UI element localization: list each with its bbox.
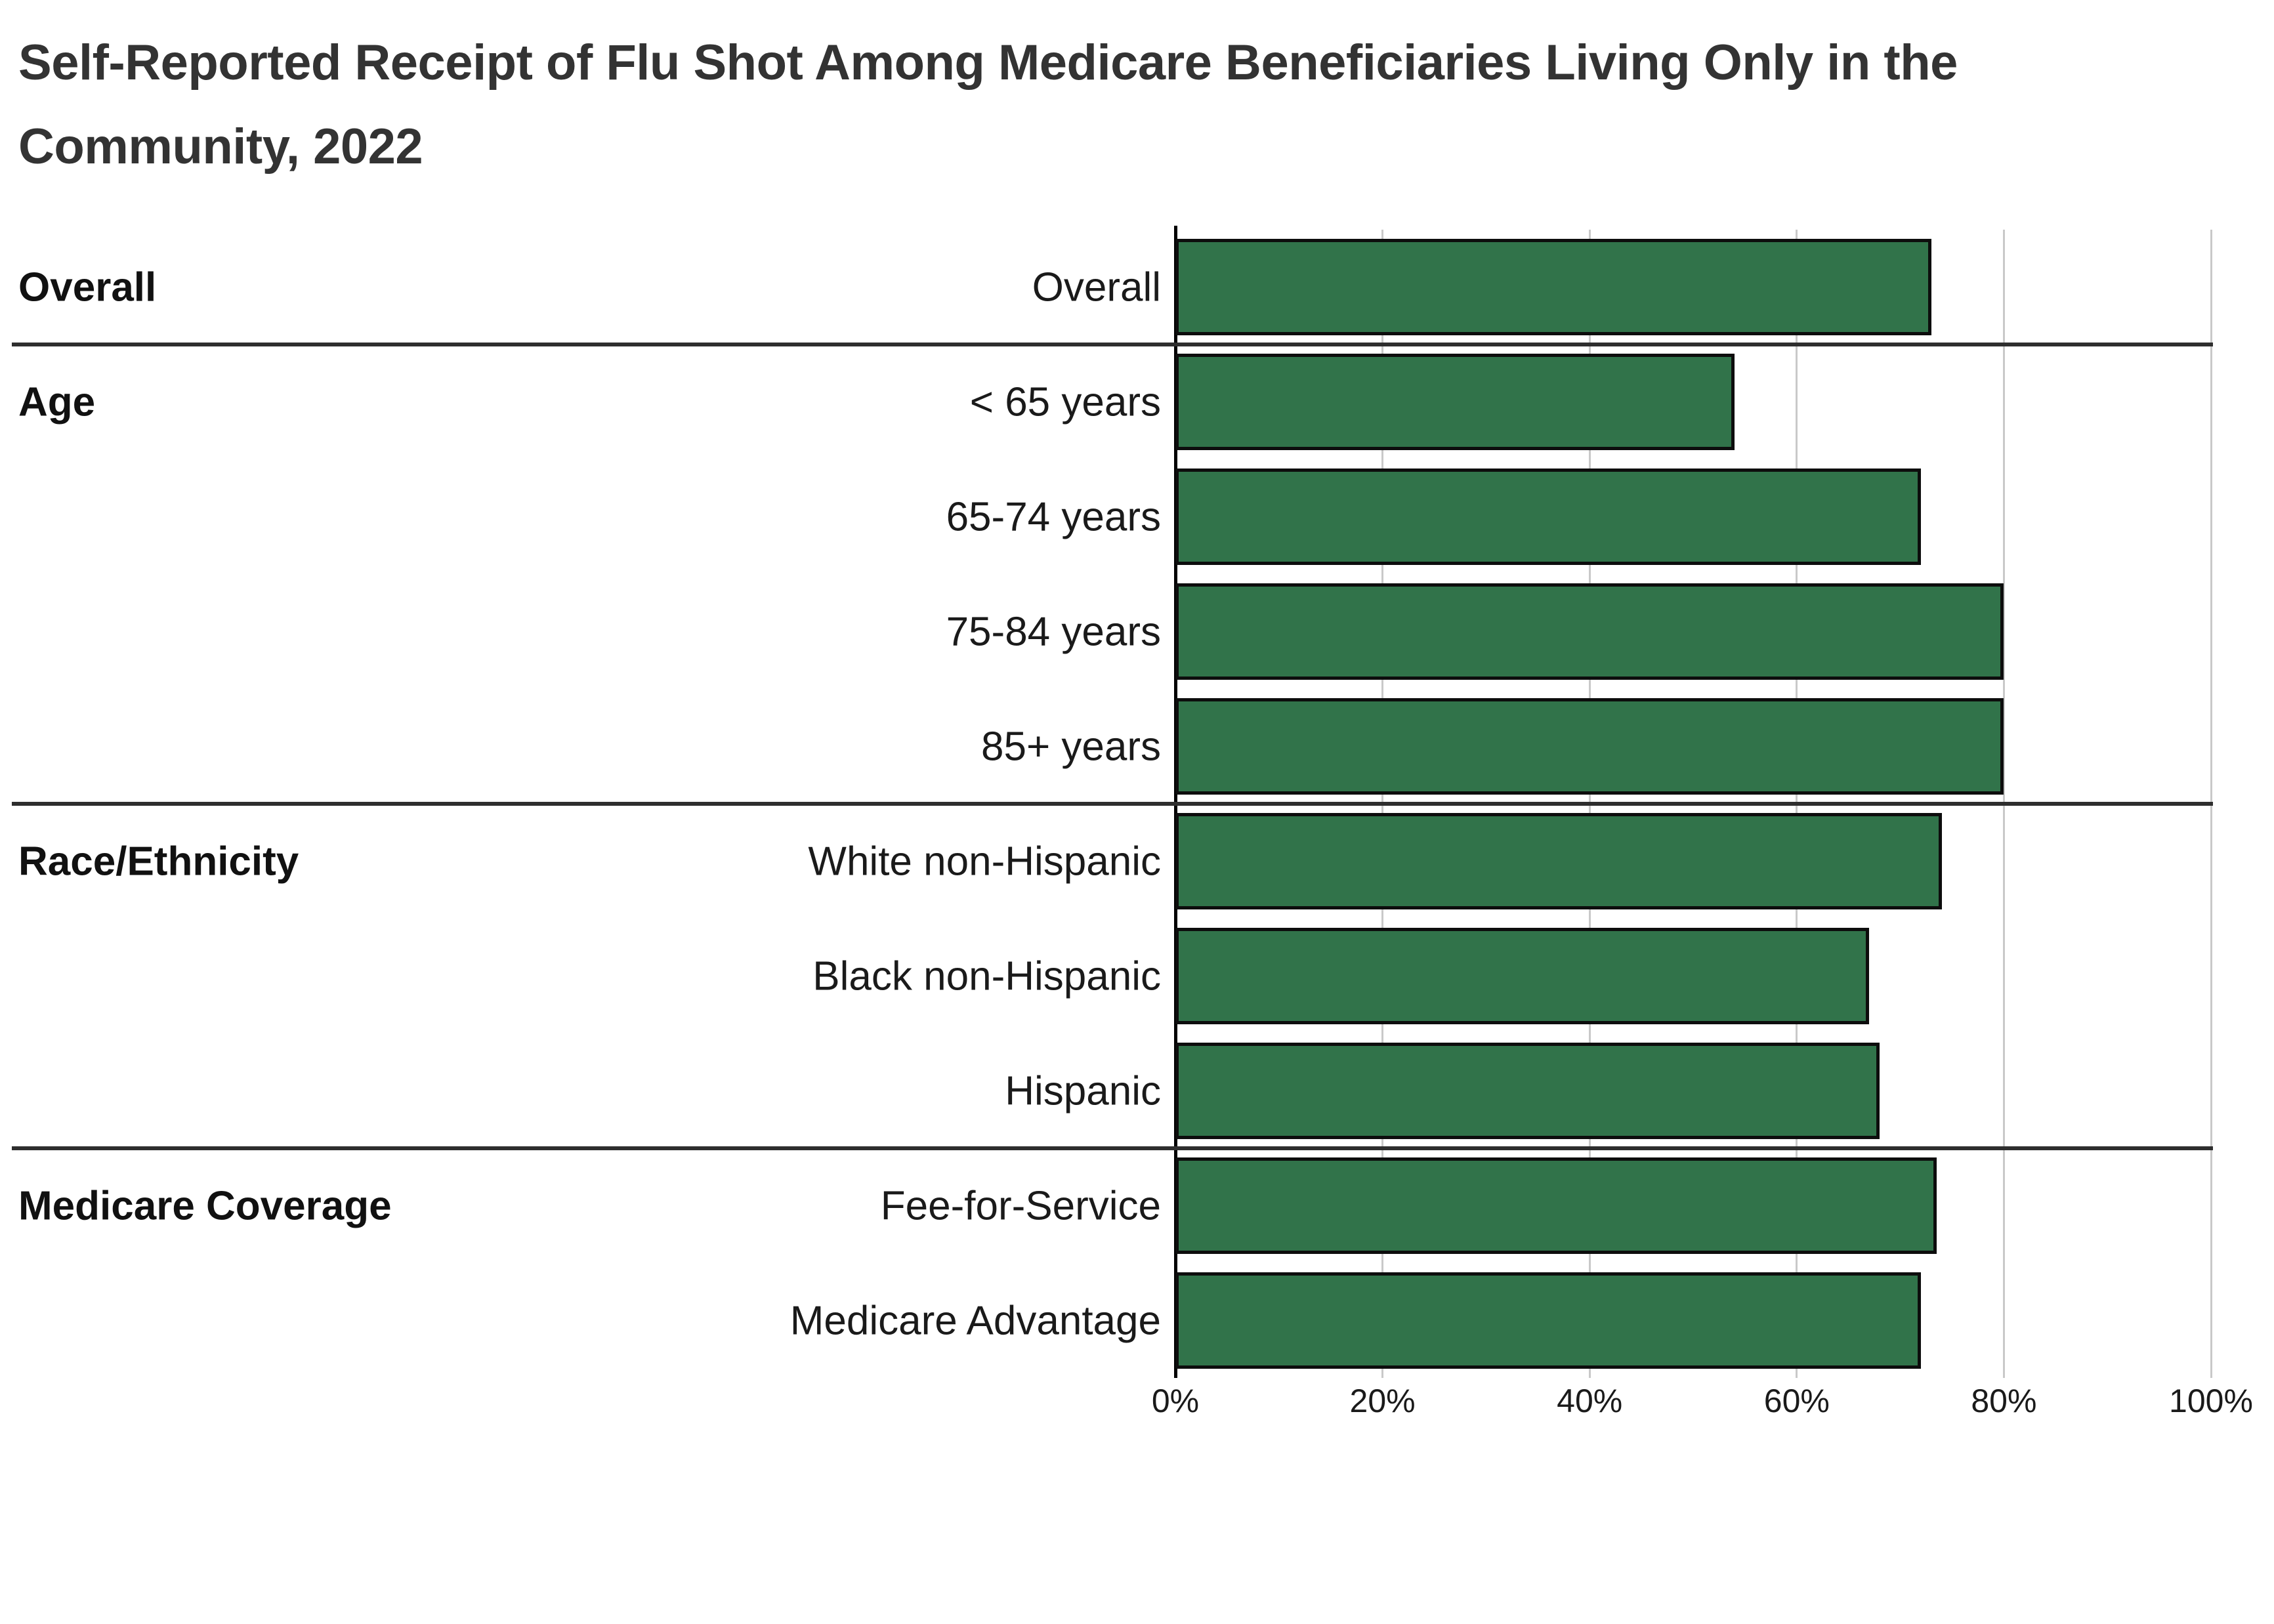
category-label: White non-Hispanic (808, 839, 1161, 884)
group-label: Medicare Coverage (18, 1183, 392, 1228)
category-label: 65-74 years (946, 494, 1161, 539)
bar-65-74-years (1175, 468, 1922, 565)
category-label: Overall (1032, 264, 1161, 310)
bar-hispanic (1175, 1043, 1880, 1139)
x-axis-tick-label: 40% (1557, 1383, 1623, 1419)
group-label: Overall (18, 264, 157, 310)
bar-medicare-advantage (1175, 1272, 1922, 1369)
category-label: 85+ years (980, 724, 1161, 769)
x-axis-tick-label: 20% (1349, 1383, 1416, 1419)
x-axis-tick-label: 0% (1151, 1383, 1200, 1419)
bar-white-non-hispanic (1175, 813, 1942, 909)
x-axis-tick-label: 60% (1763, 1383, 1830, 1419)
category-label: 75-84 years (946, 609, 1161, 654)
group-divider (12, 343, 2213, 346)
chart-title-line-2: Community, 2022 (18, 119, 423, 175)
x-axis-tick-label: 100% (2169, 1383, 2253, 1419)
group-divider (12, 1146, 2213, 1150)
category-label: Fee-for-Service (880, 1183, 1161, 1228)
x-axis-tick-label: 80% (1971, 1383, 2037, 1419)
category-label: < 65 years (969, 379, 1161, 425)
bar-fee-for-service (1175, 1157, 1937, 1254)
group-divider (12, 802, 2213, 806)
category-label: Black non-Hispanic (812, 953, 1161, 999)
bar-75-84-years (1175, 583, 2004, 680)
category-label: Medicare Advantage (790, 1298, 1161, 1343)
group-label: Age (18, 379, 96, 425)
bar-85-years (1175, 698, 2004, 795)
bar-overall (1175, 239, 1931, 335)
group-label: Race/Ethnicity (18, 839, 299, 884)
category-label: Hispanic (1005, 1068, 1161, 1114)
chart-title-line-1: Self-Reported Receipt of Flu Shot Among … (18, 35, 1958, 91)
bar--65-years (1175, 354, 1735, 450)
bar-black-non-hispanic (1175, 928, 1870, 1024)
